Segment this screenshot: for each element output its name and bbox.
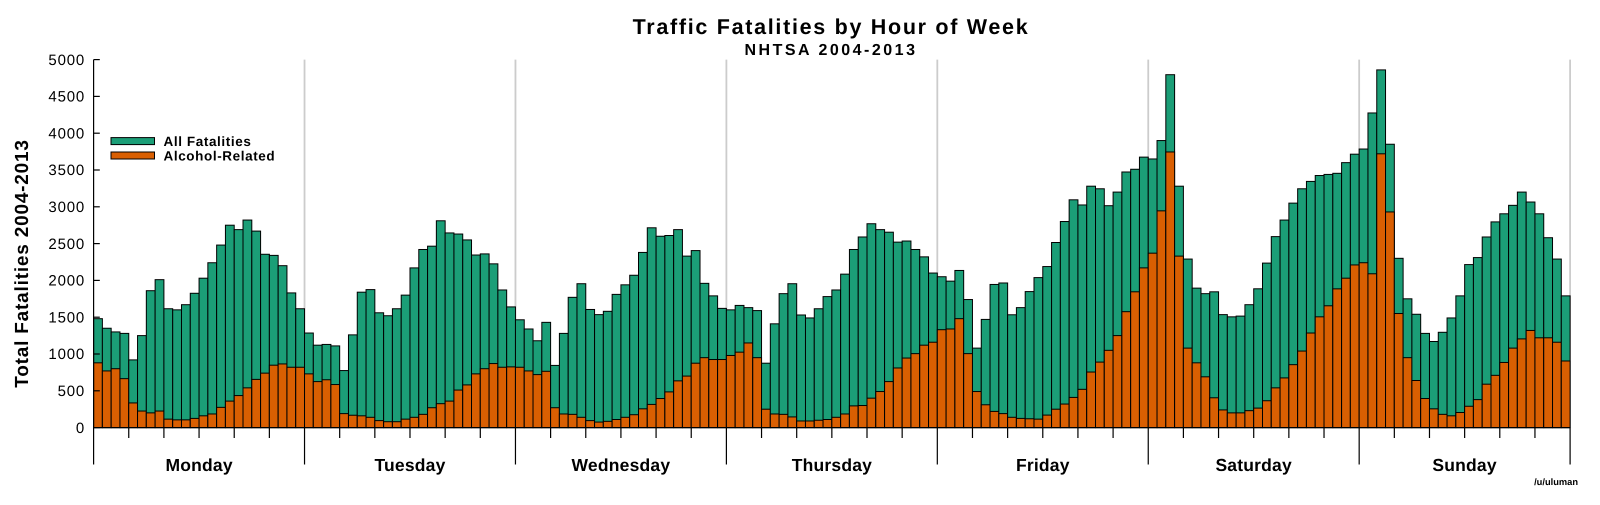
svg-text:Monday: Monday <box>165 455 232 475</box>
svg-text:Tuesday: Tuesday <box>374 455 445 475</box>
svg-text:2500: 2500 <box>48 236 85 253</box>
svg-text:1000: 1000 <box>48 346 85 363</box>
svg-text:3500: 3500 <box>48 162 85 179</box>
svg-text:2000: 2000 <box>48 273 85 290</box>
svg-text:4000: 4000 <box>48 125 85 142</box>
svg-text:Traffic Fatalities by Hour of: Traffic Fatalities by Hour of Week <box>633 15 1030 39</box>
svg-text:NHTSA 2004-2013: NHTSA 2004-2013 <box>745 42 918 59</box>
svg-text:Sunday: Sunday <box>1432 455 1496 475</box>
svg-text:Wednesday: Wednesday <box>572 455 671 475</box>
svg-text:500: 500 <box>58 383 85 400</box>
svg-text:5000: 5000 <box>48 52 85 69</box>
svg-text:Alcohol-Related: Alcohol-Related <box>164 149 276 164</box>
svg-text:All Fatalities: All Fatalities <box>164 134 252 149</box>
svg-text:4500: 4500 <box>48 89 85 106</box>
svg-text:1500: 1500 <box>48 309 85 326</box>
svg-text:3000: 3000 <box>48 199 85 216</box>
svg-text:/u/uluman: /u/uluman <box>1534 477 1578 487</box>
svg-text:0: 0 <box>76 420 85 437</box>
svg-text:Saturday: Saturday <box>1215 455 1292 475</box>
svg-text:Friday: Friday <box>1016 455 1070 475</box>
svg-text:Total Fatalities 2004-2013: Total Fatalities 2004-2013 <box>12 139 33 388</box>
svg-text:Thursday: Thursday <box>792 455 872 475</box>
